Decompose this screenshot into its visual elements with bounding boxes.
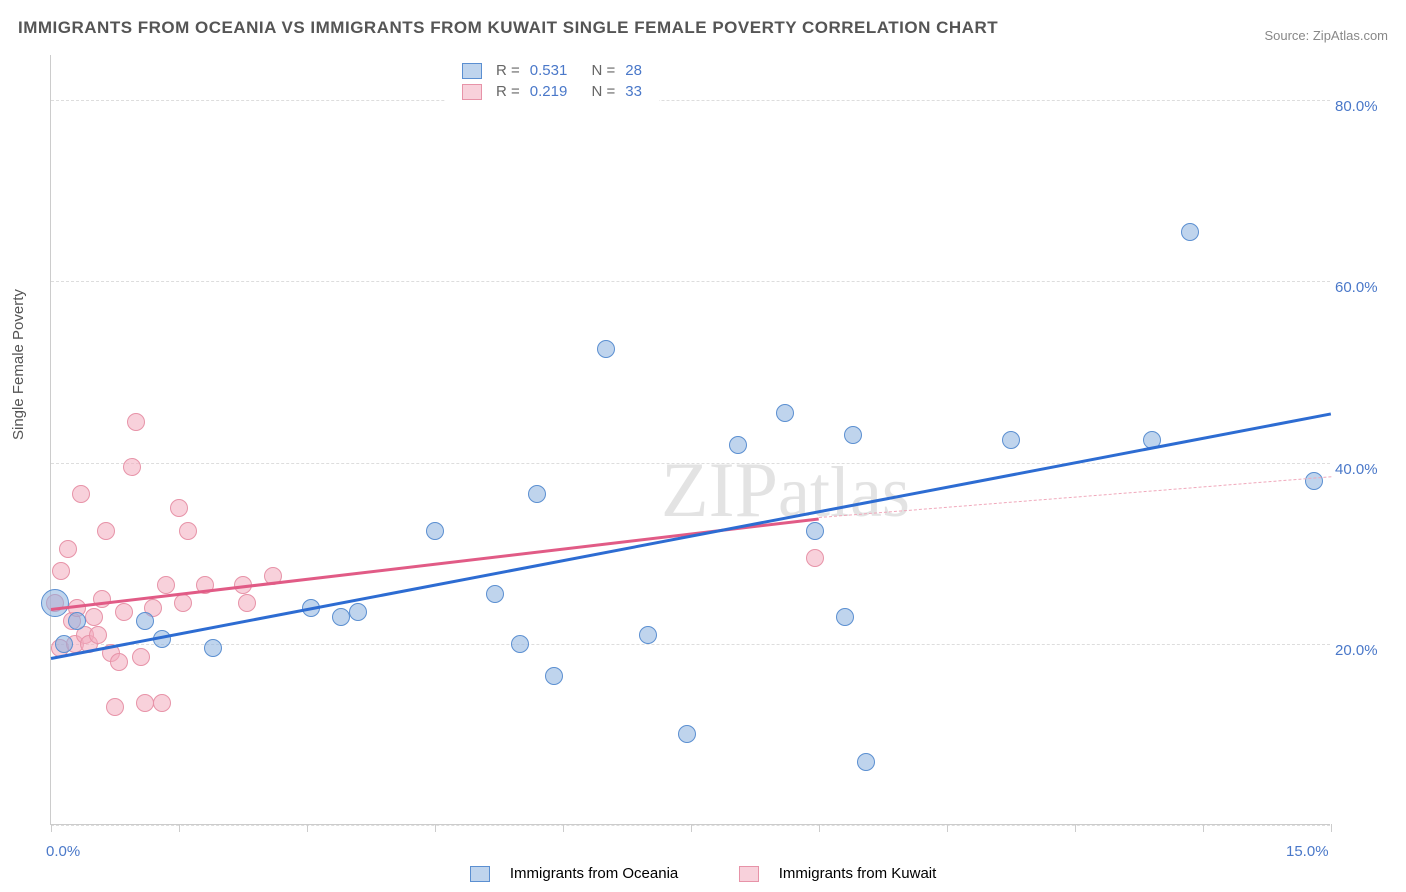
y-tick-label: 60.0% bbox=[1335, 279, 1390, 296]
y-tick-label: 80.0% bbox=[1335, 98, 1390, 115]
data-point bbox=[157, 576, 175, 594]
data-point bbox=[204, 639, 222, 657]
data-point bbox=[179, 522, 197, 540]
data-point bbox=[332, 608, 350, 626]
data-point bbox=[776, 404, 794, 422]
source-attribution: Source: ZipAtlas.com bbox=[1264, 28, 1388, 43]
data-point bbox=[153, 694, 171, 712]
y-axis-title: Single Female Poverty bbox=[10, 289, 27, 440]
x-tick bbox=[179, 824, 180, 832]
data-point bbox=[115, 603, 133, 621]
data-point bbox=[1002, 431, 1020, 449]
data-point bbox=[52, 562, 70, 580]
chart-title: IMMIGRANTS FROM OCEANIA VS IMMIGRANTS FR… bbox=[18, 18, 998, 38]
swatch-kuwait-bottom bbox=[739, 866, 759, 882]
swatch-oceania-bottom bbox=[470, 866, 490, 882]
data-point bbox=[597, 340, 615, 358]
legend-series: Immigrants from Oceania Immigrants from … bbox=[0, 865, 1406, 882]
x-tick bbox=[1331, 824, 1332, 832]
data-point bbox=[528, 485, 546, 503]
x-tick bbox=[819, 824, 820, 832]
legend-label-kuwait: Immigrants from Kuwait bbox=[779, 865, 937, 882]
x-tick bbox=[947, 824, 948, 832]
gridline-h bbox=[51, 644, 1330, 645]
swatch-kuwait bbox=[462, 84, 482, 100]
gridline-h bbox=[51, 281, 1330, 282]
x-tick bbox=[51, 824, 52, 832]
y-tick-label: 40.0% bbox=[1335, 461, 1390, 478]
data-point bbox=[97, 522, 115, 540]
data-point bbox=[55, 635, 73, 653]
data-point bbox=[729, 436, 747, 454]
data-point bbox=[639, 626, 657, 644]
x-tick bbox=[435, 824, 436, 832]
data-point bbox=[844, 426, 862, 444]
data-point bbox=[170, 499, 188, 517]
data-point bbox=[72, 485, 90, 503]
x-tick-label: 15.0% bbox=[1286, 843, 1329, 860]
data-point bbox=[857, 753, 875, 771]
legend-label-oceania: Immigrants from Oceania bbox=[510, 865, 678, 882]
trend-line bbox=[51, 413, 1332, 661]
data-point bbox=[89, 626, 107, 644]
data-point bbox=[1305, 472, 1323, 490]
data-point bbox=[123, 458, 141, 476]
legend-stats: R = 0.531 N = 28 R = 0.219 N = 33 bbox=[445, 54, 659, 108]
data-point bbox=[136, 694, 154, 712]
data-point bbox=[68, 612, 86, 630]
data-point bbox=[806, 522, 824, 540]
x-tick bbox=[1075, 824, 1076, 832]
data-point bbox=[174, 594, 192, 612]
gridline-h bbox=[51, 463, 1330, 464]
plot-area: ZIPatlas 20.0%40.0%60.0%80.0%0.0%15.0% bbox=[50, 55, 1330, 825]
data-point bbox=[678, 725, 696, 743]
data-point bbox=[136, 612, 154, 630]
y-tick-label: 20.0% bbox=[1335, 642, 1390, 659]
x-tick-label: 0.0% bbox=[46, 843, 80, 860]
data-point bbox=[511, 635, 529, 653]
gridline-h bbox=[51, 100, 1330, 101]
data-point bbox=[486, 585, 504, 603]
data-point bbox=[349, 603, 367, 621]
x-tick bbox=[691, 824, 692, 832]
legend-row-oceania: R = 0.531 N = 28 bbox=[458, 61, 646, 80]
data-point bbox=[1181, 223, 1199, 241]
data-point bbox=[127, 413, 145, 431]
data-point bbox=[41, 589, 69, 617]
data-point bbox=[426, 522, 444, 540]
data-point bbox=[806, 549, 824, 567]
data-point bbox=[85, 608, 103, 626]
data-point bbox=[110, 653, 128, 671]
data-point bbox=[106, 698, 124, 716]
data-point bbox=[59, 540, 77, 558]
x-tick bbox=[307, 824, 308, 832]
x-tick bbox=[563, 824, 564, 832]
data-point bbox=[238, 594, 256, 612]
legend-row-kuwait: R = 0.219 N = 33 bbox=[458, 82, 646, 101]
x-tick bbox=[1203, 824, 1204, 832]
swatch-oceania bbox=[462, 63, 482, 79]
data-point bbox=[545, 667, 563, 685]
data-point bbox=[132, 648, 150, 666]
data-point bbox=[836, 608, 854, 626]
